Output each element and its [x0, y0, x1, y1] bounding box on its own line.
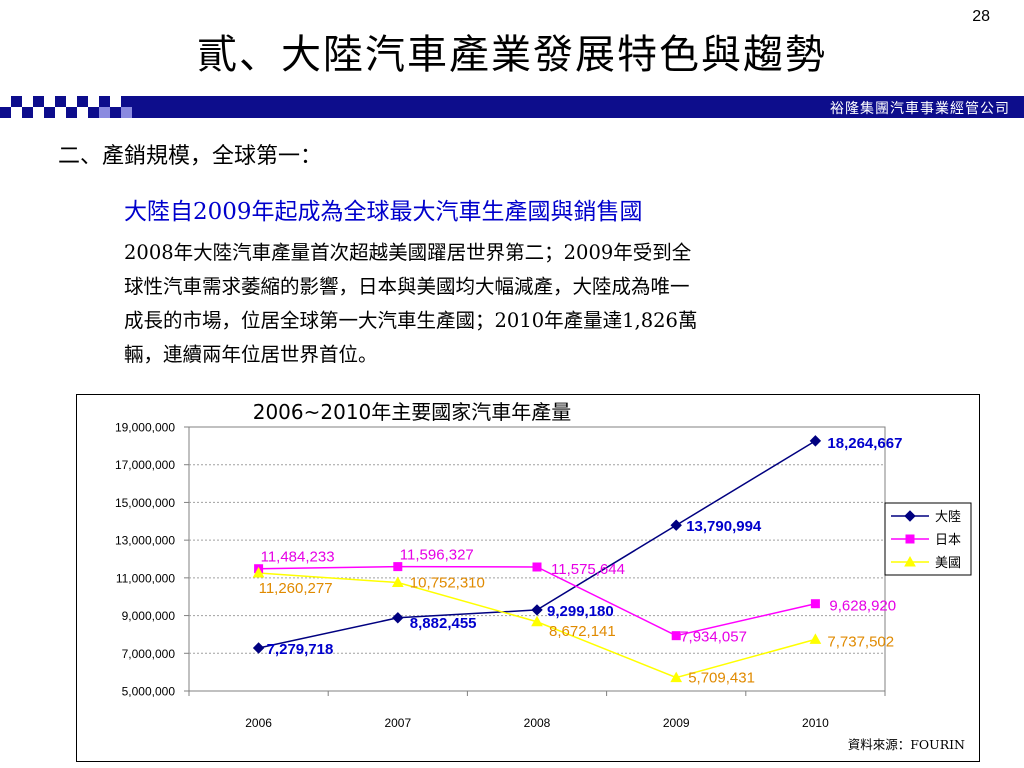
data-point: [809, 435, 822, 447]
data-label: 11,484,233: [261, 549, 335, 566]
body-paragraph: 2008年大陸汽車產量首次超越美國躍居世界第二；2009年受到全 球性汽車需求萎…: [124, 236, 954, 372]
data-point: [393, 562, 403, 572]
data-label: 9,628,920: [829, 598, 896, 615]
data-label: 11,260,277: [259, 580, 333, 597]
y-tick-label: 5,000,000: [122, 685, 176, 699]
source-note: 資料來源：FOURIN: [847, 737, 965, 752]
data-label: 10,752,310: [410, 575, 485, 592]
data-point: [810, 599, 820, 609]
slide-title: 貳、大陸汽車產業發展特色與趨勢: [197, 32, 827, 78]
data-label: 7,279,718: [267, 641, 334, 658]
section-heading: 二、產銷規模，全球第一：: [58, 144, 323, 169]
body-line: 2008年大陸汽車產量首次超越美國躍居世界第二；2009年受到全: [124, 241, 692, 264]
y-tick-label: 13,000,000: [115, 534, 175, 548]
legend-label: 美國: [935, 556, 961, 571]
legend-label: 大陸: [935, 509, 961, 525]
highlight-statement: 大陸自2009年起成為全球最大汽車生產國與銷售國: [124, 199, 643, 225]
y-tick-label: 19,000,000: [115, 421, 175, 435]
legend-marker: [904, 510, 916, 522]
data-point: [671, 631, 681, 641]
data-point: [670, 519, 682, 531]
x-tick-label: 2010: [802, 716, 829, 730]
y-tick-label: 15,000,000: [115, 496, 175, 510]
data-label: 11,575,644: [551, 561, 625, 578]
legend-marker: [904, 555, 916, 567]
data-point: [670, 671, 683, 683]
data-label: 8,882,455: [410, 615, 477, 632]
data-label: 8,672,141: [549, 623, 616, 640]
body-line: 輛，連續兩年位居世界首位。: [124, 343, 378, 366]
data-point: [532, 562, 542, 572]
y-tick-label: 17,000,000: [115, 458, 175, 472]
data-point: [531, 615, 543, 627]
data-point: [809, 633, 822, 644]
legend-marker: [905, 534, 915, 544]
data-point: [252, 642, 265, 654]
data-label: 18,264,667: [827, 435, 902, 452]
data-label: 9,299,180: [547, 603, 614, 620]
x-tick-label: 2007: [384, 716, 411, 730]
x-tick-label: 2008: [524, 716, 551, 730]
data-point: [252, 566, 265, 578]
y-tick-label: 9,000,000: [122, 609, 176, 623]
x-tick-label: 2009: [663, 716, 690, 730]
legend-label: 日本: [935, 533, 961, 548]
data-point: [531, 604, 543, 616]
data-label: 13,790,994: [686, 518, 762, 535]
chart-title: 2006~2010年主要國家汽車年產量: [253, 400, 572, 424]
y-tick-label: 7,000,000: [122, 647, 176, 661]
data-point: [392, 612, 404, 624]
body-line: 球性汽車需求萎縮的影響，日本與美國均大幅減產，大陸成為唯一: [124, 275, 690, 298]
data-point: [391, 576, 404, 588]
data-label: 7,934,057: [680, 629, 747, 646]
x-tick-label: 2006: [245, 716, 272, 730]
production-line-chart: 2006~2010年主要國家汽車年產量 5,000,000 7,000,000 9,0…: [115, 400, 972, 730]
data-label: 5,709,431: [688, 670, 755, 687]
body-line: 成長的市場，位居全球第一大汽車生產國；2010年產量達1,826萬: [124, 309, 698, 332]
chart-frame: 2006~2010年主要國家汽車年產量 5,000,000 7,000,000 9,0…: [76, 394, 980, 762]
data-label: 11,596,327: [400, 547, 474, 564]
y-tick-label: 11,000,000: [116, 571, 175, 585]
company-name: 裕隆集團汽車事業經管公司: [830, 101, 1010, 117]
data-label: 7,737,502: [827, 633, 894, 650]
page-number: 28: [972, 8, 990, 25]
header-bar: [0, 96, 1024, 118]
